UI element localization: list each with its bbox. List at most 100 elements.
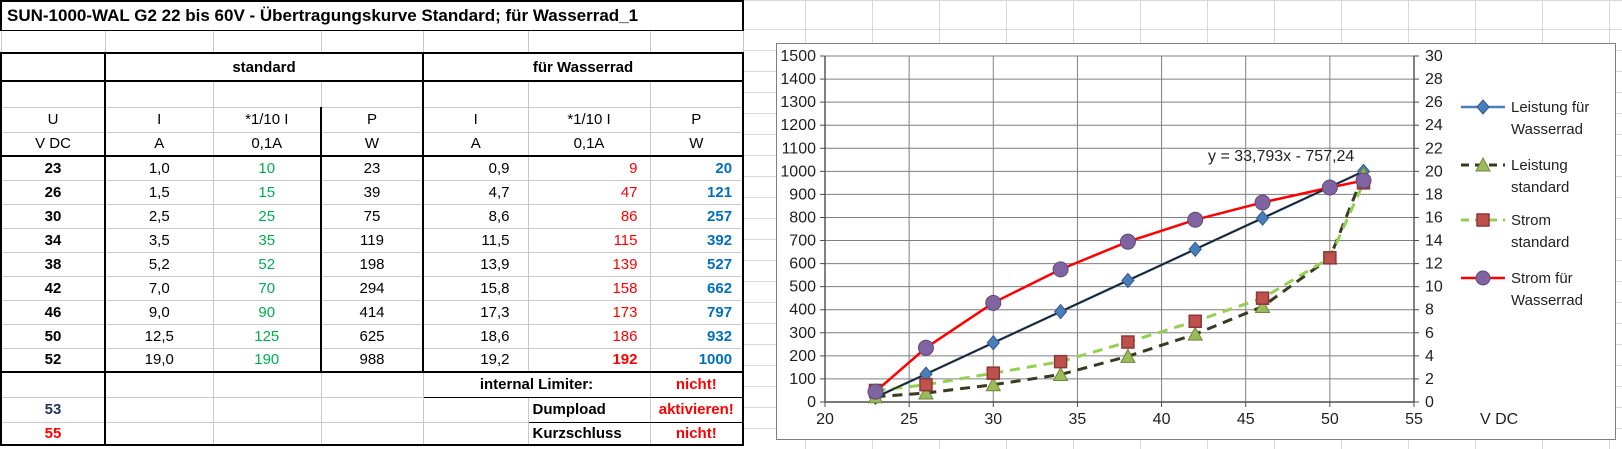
dumpload-label-cell[interactable]: Dumpload [527, 396, 651, 423]
col-header-p-std[interactable]: P [320, 106, 424, 133]
cell-i10_std[interactable]: 35 [212, 227, 322, 253]
cell-p_std[interactable]: 75 [320, 203, 424, 229]
cell-i10_w[interactable]: 192 [527, 347, 651, 373]
cell-i_w[interactable]: 0,9 [422, 155, 529, 181]
u53-cell[interactable]: 53 [0, 396, 106, 423]
sheet-title[interactable]: SUN-1000-WAL G2 22 bis 60V - Übertragung… [0, 0, 745, 31]
cell-i10_w[interactable]: 9 [527, 155, 651, 181]
cell-i10_std[interactable]: 70 [212, 275, 322, 301]
col-header-i10-std[interactable]: *1/10 I [212, 106, 322, 133]
cell-p_w[interactable]: 527 [649, 251, 745, 277]
cell-i_w[interactable]: 8,6 [422, 203, 529, 229]
cell-i_std[interactable]: 1,0 [104, 155, 214, 181]
legend-label[interactable]: Leistung für [1511, 99, 1589, 116]
cell-i10_std[interactable]: 10 [212, 155, 322, 181]
cell-i10_std[interactable]: 125 [212, 323, 322, 349]
cell-u[interactable]: 23 [0, 155, 106, 181]
kurzschluss-label-cell[interactable]: Kurzschluss [527, 421, 651, 446]
unit-header-01a-std[interactable]: 0,1A [212, 131, 322, 157]
cell-i_std[interactable]: 5,2 [104, 251, 214, 277]
cell-i10_w[interactable]: 158 [527, 275, 651, 301]
cell-p_w[interactable]: 797 [649, 299, 745, 325]
cell-i10_w[interactable]: 186 [527, 323, 651, 349]
cell-p_w[interactable]: 392 [649, 227, 745, 253]
cell-u[interactable]: 34 [0, 227, 106, 253]
cell-i_std[interactable]: 2,5 [104, 203, 214, 229]
cell-u[interactable]: 38 [0, 251, 106, 277]
unit-header-w-std[interactable]: W [320, 131, 424, 157]
group-header-wasserrad[interactable]: für Wasserrad [421, 52, 745, 82]
chart-svg[interactable]: 0100200300400500600700800900100011001200… [777, 44, 1615, 439]
cell-i_w[interactable]: 18,6 [422, 323, 529, 349]
cell-p_std[interactable]: 988 [320, 347, 424, 373]
cell-u[interactable]: 30 [0, 203, 106, 229]
legend-label[interactable]: standard [1511, 234, 1569, 251]
cell-i10_std[interactable]: 25 [212, 203, 322, 229]
cell-i_std[interactable]: 1,5 [104, 179, 214, 205]
legend-label[interactable]: standard [1511, 179, 1569, 196]
unit-header-w-w[interactable]: W [649, 131, 745, 157]
cell-i_w[interactable]: 13,9 [422, 251, 529, 277]
cell-i_w[interactable]: 4,7 [422, 179, 529, 205]
cell-i_std[interactable]: 7,0 [104, 275, 214, 301]
cell-p_std[interactable]: 198 [320, 251, 424, 277]
unit-header-a-w[interactable]: A [422, 131, 529, 157]
legend-label[interactable]: Strom für [1511, 270, 1573, 287]
cell-u[interactable]: 26 [0, 179, 106, 205]
cell-p_w[interactable]: 662 [649, 275, 745, 301]
cell-p_w[interactable]: 20 [649, 155, 745, 181]
unit-header-vdc[interactable]: V DC [0, 131, 106, 157]
unit-header-a-std[interactable]: A [104, 131, 214, 157]
dumpload-value-cell[interactable]: aktivieren! [649, 396, 745, 423]
cell-i_std[interactable]: 9,0 [104, 299, 214, 325]
col-header-i10-w[interactable]: *1/10 I [527, 106, 651, 133]
cell-i10_std[interactable]: 52 [212, 251, 322, 277]
unit-header-01a-w[interactable]: 0,1A [527, 131, 651, 157]
kurzschluss-value-cell[interactable]: nicht! [649, 421, 745, 446]
cell-p_w[interactable]: 257 [649, 203, 745, 229]
cell-p_std[interactable]: 625 [320, 323, 424, 349]
legend-label[interactable]: Wasserrad [1511, 292, 1583, 309]
legend-label[interactable]: Wasserrad [1511, 121, 1583, 138]
cell-i_w[interactable]: 15,8 [422, 275, 529, 301]
cell-u[interactable]: 50 [0, 323, 106, 349]
cell-p_std[interactable]: 294 [320, 275, 424, 301]
cell-u[interactable]: 52 [0, 347, 106, 373]
col-header-i-std[interactable]: I [104, 106, 214, 133]
group-header-standard[interactable]: standard [104, 52, 424, 82]
cell-u[interactable]: 46 [0, 299, 106, 325]
col-header-i-w[interactable]: I [422, 106, 529, 133]
transfer-chart[interactable]: 0 100 200 300 400 500 600 700 800 900 1000 1100 1200… [776, 43, 1616, 440]
cell-i10_w[interactable]: 139 [527, 251, 651, 277]
cell-u[interactable]: 42 [0, 275, 106, 301]
cell-p_w[interactable]: 1000 [649, 347, 745, 373]
cell-i10_std[interactable]: 90 [212, 299, 322, 325]
limiter-value-cell[interactable]: nicht! [649, 371, 745, 398]
limiter-label-cell[interactable]: internal Limiter: [422, 371, 651, 398]
cell-i_w[interactable]: 19,2 [422, 347, 529, 373]
cell-p_w[interactable]: 121 [649, 179, 745, 205]
cell-i10_w[interactable]: 86 [527, 203, 651, 229]
cell-p_std[interactable]: 414 [320, 299, 424, 325]
col-header-p-w[interactable]: P [649, 106, 745, 133]
cell-p_w[interactable]: 932 [649, 323, 745, 349]
cell-p_std[interactable]: 39 [320, 179, 424, 205]
cell-p_std[interactable]: 119 [320, 227, 424, 253]
cell-i_w[interactable]: 17,3 [422, 299, 529, 325]
legend-label[interactable]: Strom [1511, 212, 1551, 229]
cell-i10_w[interactable]: 47 [527, 179, 651, 205]
legend-label[interactable]: Leistung [1511, 157, 1568, 174]
cell-i_w[interactable]: 11,5 [422, 227, 529, 253]
cell-i_std[interactable]: 12,5 [104, 323, 214, 349]
marker-circle [1052, 261, 1069, 278]
cell-p_std[interactable]: 23 [320, 155, 424, 181]
cell-i_std[interactable]: 3,5 [104, 227, 214, 253]
cell-i_std[interactable]: 19,0 [104, 347, 214, 373]
x-axis-label: 40 [1153, 411, 1171, 428]
col-header-u[interactable]: U [0, 106, 106, 133]
cell-i10_w[interactable]: 173 [527, 299, 651, 325]
cell-i10_w[interactable]: 115 [527, 227, 651, 253]
cell-i10_std[interactable]: 15 [212, 179, 322, 205]
u55-cell[interactable]: 55 [0, 421, 106, 446]
cell-i10_std[interactable]: 190 [212, 347, 322, 373]
